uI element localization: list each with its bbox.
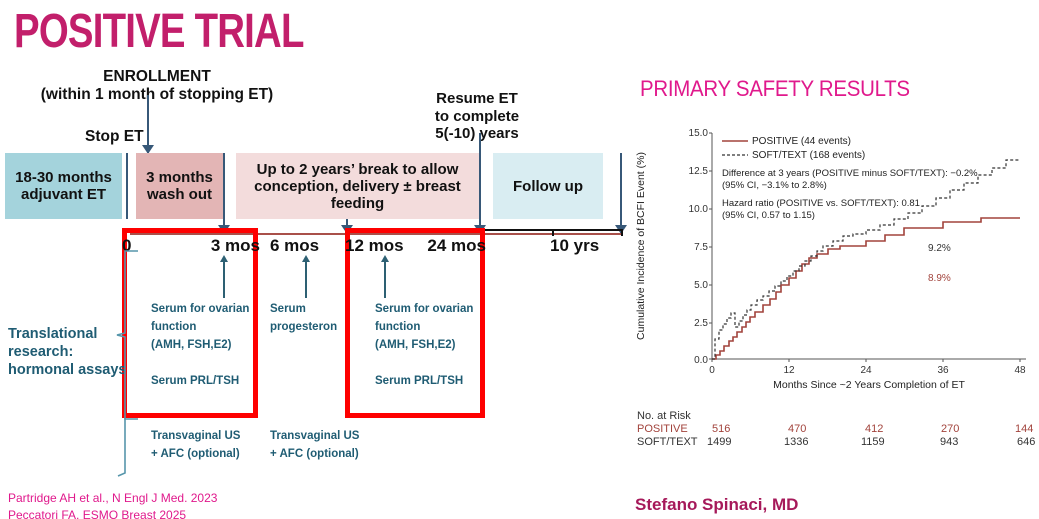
svg-text:(95% CI, 0.57 to 1.15): (95% CI, 0.57 to 1.15) [722, 210, 815, 221]
svg-text:Difference at 3 years (POSITIV: Difference at 3 years (POSITIVE minus SO… [722, 168, 978, 179]
svg-text:0: 0 [709, 365, 715, 376]
svg-text:12.5: 12.5 [689, 166, 709, 177]
svg-text:0.0: 0.0 [694, 355, 708, 366]
svg-text:8.9%: 8.9% [928, 273, 951, 284]
svg-text:5.0: 5.0 [694, 280, 708, 291]
svg-text:24: 24 [860, 365, 872, 376]
svg-text:SOFT/TEXT (168 events): SOFT/TEXT (168 events) [752, 150, 865, 161]
svg-text:POSITIVE (44 events): POSITIVE (44 events) [752, 136, 851, 147]
svg-text:9.2%: 9.2% [928, 243, 951, 254]
svg-text:Cumulative Incidence of BCFI E: Cumulative Incidence of BCFI Event (%) [635, 152, 647, 340]
svg-text:Hazard ratio (POSITIVE vs. SOF: Hazard ratio (POSITIVE vs. SOFT/TEXT): 0… [722, 198, 920, 209]
svg-text:2.5: 2.5 [694, 318, 708, 329]
svg-text:7.5: 7.5 [694, 242, 708, 253]
svg-text:12: 12 [783, 365, 795, 376]
svg-text:48: 48 [1014, 365, 1026, 376]
svg-text:(95% CI, −3.1% to 2.8%): (95% CI, −3.1% to 2.8%) [722, 180, 827, 191]
svg-text:10.0: 10.0 [689, 204, 709, 215]
svg-text:Months Since ~2 Years Completi: Months Since ~2 Years Completion of ET [773, 379, 965, 391]
svg-text:36: 36 [937, 365, 949, 376]
svg-text:15.0: 15.0 [689, 128, 709, 139]
